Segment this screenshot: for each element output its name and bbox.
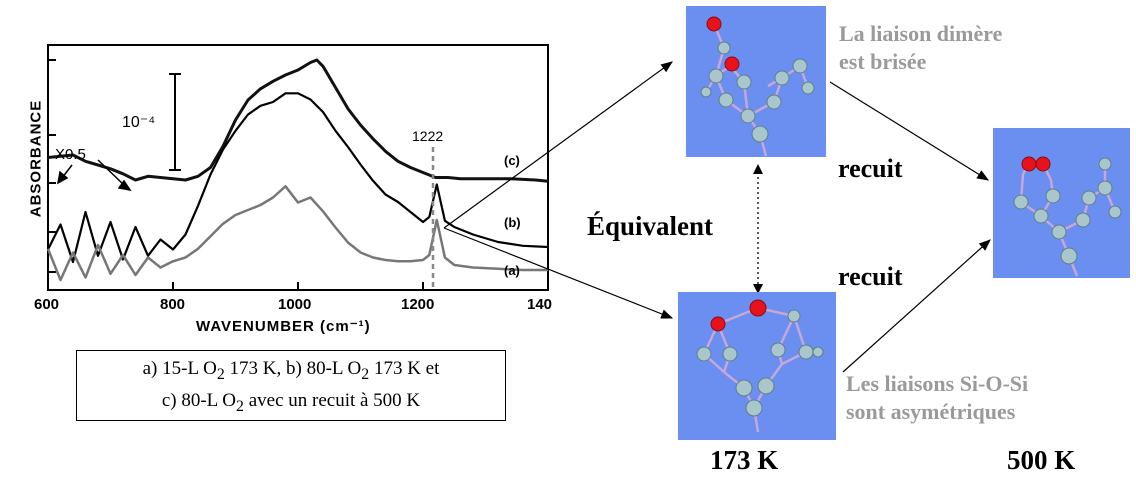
y-axis-ticks: [48, 59, 56, 273]
temperature-500k: 500 K: [1007, 445, 1076, 475]
scale-bar-label: 10⁻⁴: [122, 114, 156, 131]
peak-label: 1222: [412, 128, 444, 144]
caption-line-2: c) 80-L O2 avec un recuit à 500 K: [161, 389, 421, 415]
caption-line-1: a) 15-L O2 173 K, b) 80-L O2 173 K et: [142, 358, 440, 383]
series-line-a: [46, 185, 548, 282]
arrow-to-top-molecule: [443, 61, 673, 229]
x-tick-140: 140: [527, 296, 553, 313]
figure-caption: a) 15-L O2 173 K, b) 80-L O2 173 K et c)…: [76, 350, 506, 421]
top-note: La liaison dimère est brisée: [839, 21, 1003, 74]
bottom-note: Les liaisons Si-O-Si sont asymétriques: [846, 371, 1029, 424]
temperature-173k: 173 K: [710, 445, 779, 475]
scale-factor-label: X0.5: [55, 146, 86, 163]
x-axis-ticks: [47, 282, 549, 290]
x-tick-1200: 1200: [401, 296, 435, 313]
molecule-top-173k: [686, 6, 826, 157]
arrow-top-to-right: [829, 81, 990, 181]
arrow-bottom-to-right: [842, 239, 991, 373]
scale-bar: [169, 73, 181, 171]
x-tick-800: 800: [160, 296, 186, 313]
series-label-a: (a): [504, 263, 520, 278]
spectrum-series: [46, 58, 549, 282]
scale-factor-arrows: [56, 159, 132, 192]
molecule-bottom-173k: [678, 292, 836, 440]
series-line-c: [47, 58, 549, 183]
anneal-label-bottom: recuit: [838, 262, 903, 291]
spectrum-chart: [46, 44, 549, 291]
x-tick-600: 600: [34, 296, 60, 313]
arrow-to-bottom-molecule: [443, 227, 674, 319]
equivalent-label: Équivalent: [587, 211, 714, 241]
series-label-c: (c): [504, 153, 520, 168]
x-tick-1000: 1000: [278, 296, 312, 313]
molecule-right-500k: [993, 128, 1130, 278]
series-line-b: [47, 92, 549, 264]
anneal-label-top: recuit: [838, 154, 903, 183]
series-label-b: (b): [504, 215, 521, 230]
x-axis-label: WAVENUMBER (cm⁻¹): [196, 318, 371, 335]
